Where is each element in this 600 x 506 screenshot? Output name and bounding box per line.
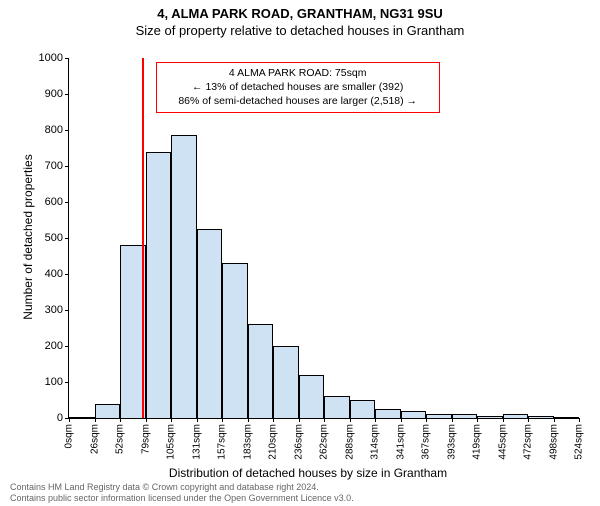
xtick-label: 393sqm <box>446 424 457 460</box>
annotation-line: 4 ALMA PARK ROAD: 75sqm <box>163 66 433 80</box>
histogram-bar <box>299 375 325 418</box>
plot-region: 010020030040050060070080090010000sqm26sq… <box>68 58 579 419</box>
ytick-label: 1000 <box>39 52 63 64</box>
xtick-label: 445sqm <box>497 424 508 460</box>
xtick-mark <box>69 418 70 422</box>
footer-line-2: Contains public sector information licen… <box>10 493 354 504</box>
property-marker-line <box>142 58 144 418</box>
ytick-mark <box>65 274 69 275</box>
histogram-bar <box>273 346 299 418</box>
xtick-label: 210sqm <box>268 424 279 460</box>
xtick-mark <box>248 418 249 422</box>
xtick-mark <box>273 418 274 422</box>
xtick-mark <box>477 418 478 422</box>
ytick-label: 300 <box>45 304 63 316</box>
ytick-label: 0 <box>57 412 63 424</box>
xtick-mark <box>375 418 376 422</box>
ytick-mark <box>65 238 69 239</box>
ytick-mark <box>65 346 69 347</box>
x-axis-label: Distribution of detached houses by size … <box>48 466 568 480</box>
xtick-mark <box>350 418 351 422</box>
xtick-mark <box>222 418 223 422</box>
xtick-label: 105sqm <box>166 424 177 460</box>
y-axis-label: Number of detached properties <box>21 137 35 337</box>
xtick-label: 262sqm <box>319 424 330 460</box>
xtick-mark <box>401 418 402 422</box>
ytick-label: 700 <box>45 160 63 172</box>
xtick-label: 341sqm <box>395 424 406 460</box>
xtick-mark <box>528 418 529 422</box>
xtick-label: 524sqm <box>574 424 585 460</box>
xtick-label: 419sqm <box>472 424 483 460</box>
ytick-mark <box>65 310 69 311</box>
xtick-label: 131sqm <box>191 424 202 460</box>
ytick-label: 500 <box>45 232 63 244</box>
xtick-label: 367sqm <box>421 424 432 460</box>
histogram-bar <box>248 324 274 418</box>
xtick-mark <box>503 418 504 422</box>
histogram-bar <box>197 229 223 418</box>
xtick-mark <box>146 418 147 422</box>
xtick-mark <box>452 418 453 422</box>
annotation-line: ← 13% of detached houses are smaller (39… <box>163 80 433 94</box>
xtick-mark <box>95 418 96 422</box>
xtick-mark <box>171 418 172 422</box>
xtick-label: 26sqm <box>89 424 100 454</box>
ytick-mark <box>65 130 69 131</box>
histogram-bar <box>146 152 172 418</box>
histogram-bar <box>401 411 427 418</box>
ytick-label: 800 <box>45 124 63 136</box>
xtick-label: 157sqm <box>217 424 228 460</box>
histogram-bar <box>69 417 95 418</box>
xtick-mark <box>299 418 300 422</box>
ytick-label: 600 <box>45 196 63 208</box>
xtick-mark <box>197 418 198 422</box>
xtick-mark <box>554 418 555 422</box>
xtick-label: 236sqm <box>293 424 304 460</box>
xtick-label: 0sqm <box>64 424 75 448</box>
chart-title-sub: Size of property relative to detached ho… <box>0 23 600 38</box>
ytick-mark <box>65 202 69 203</box>
xtick-label: 183sqm <box>242 424 253 460</box>
histogram-bar <box>350 400 376 418</box>
footer-line-1: Contains HM Land Registry data © Crown c… <box>10 482 354 493</box>
histogram-bar <box>375 409 401 418</box>
histogram-bar <box>95 404 121 418</box>
xtick-label: 52sqm <box>115 424 126 454</box>
xtick-label: 314sqm <box>370 424 381 460</box>
footer-attribution: Contains HM Land Registry data © Crown c… <box>10 482 354 504</box>
annotation-line: 86% of semi-detached houses are larger (… <box>163 94 433 108</box>
ytick-mark <box>65 382 69 383</box>
histogram-bar <box>503 414 529 418</box>
ytick-mark <box>65 166 69 167</box>
histogram-bar <box>528 416 554 418</box>
ytick-mark <box>65 58 69 59</box>
annotation-box: 4 ALMA PARK ROAD: 75sqm← 13% of detached… <box>156 62 440 113</box>
xtick-label: 79sqm <box>140 424 151 454</box>
xtick-label: 288sqm <box>344 424 355 460</box>
xtick-label: 472sqm <box>523 424 534 460</box>
ytick-mark <box>65 94 69 95</box>
xtick-mark <box>579 418 580 422</box>
xtick-mark <box>120 418 121 422</box>
histogram-bar <box>324 396 350 418</box>
xtick-label: 498sqm <box>548 424 559 460</box>
ytick-label: 100 <box>45 376 63 388</box>
histogram-bar <box>452 414 478 418</box>
histogram-bar <box>222 263 248 418</box>
ytick-label: 400 <box>45 268 63 280</box>
ytick-label: 900 <box>45 88 63 100</box>
xtick-mark <box>324 418 325 422</box>
histogram-bar <box>171 135 197 418</box>
histogram-bar <box>426 414 452 418</box>
chart-title-main: 4, ALMA PARK ROAD, GRANTHAM, NG31 9SU <box>0 6 600 21</box>
histogram-bar <box>554 417 580 418</box>
xtick-mark <box>426 418 427 422</box>
histogram-bar <box>477 416 503 418</box>
chart-area: 010020030040050060070080090010000sqm26sq… <box>68 58 578 418</box>
ytick-label: 200 <box>45 340 63 352</box>
